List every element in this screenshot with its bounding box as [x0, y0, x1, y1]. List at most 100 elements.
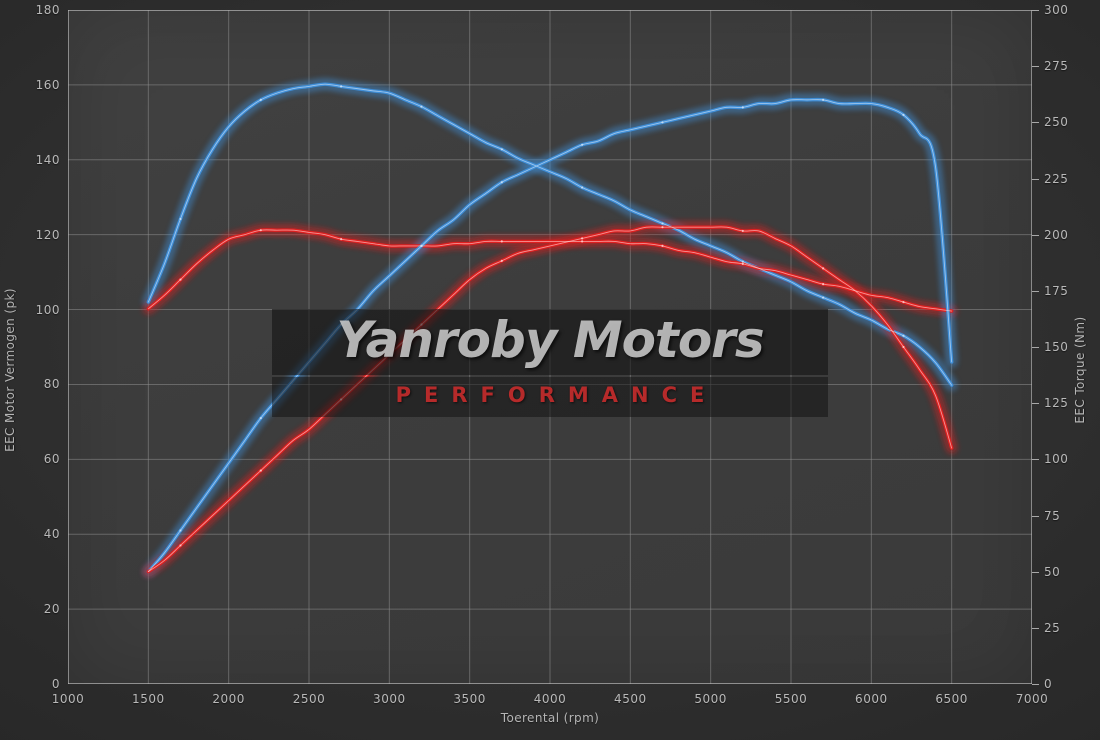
x-axis-tick: 7000 — [1015, 692, 1049, 706]
data-point — [822, 282, 825, 286]
y-axis-left-tick: 180 — [35, 3, 60, 17]
y-axis-right-tickmark — [1032, 234, 1039, 236]
data-point — [179, 278, 182, 281]
y-axis-right-tick: 75 — [1044, 508, 1061, 523]
y-axis-right-tick: 150 — [1044, 340, 1069, 354]
data-point — [420, 323, 423, 326]
data-point — [822, 296, 825, 299]
x-axis-tick: 1000 — [51, 692, 85, 706]
x-axis-title: Toerental (rpm) — [500, 711, 600, 725]
x-axis-tick: 6000 — [855, 692, 888, 706]
y-axis-right-tickmark — [1032, 290, 1039, 292]
x-axis-tick: 3000 — [373, 692, 406, 706]
y-axis-right-tickmark — [1032, 347, 1039, 348]
y-axis-right-tick: 300 — [1044, 3, 1069, 17]
y-axis-right-tick: 250 — [1044, 115, 1069, 130]
data-point — [581, 186, 584, 189]
data-point — [902, 345, 905, 349]
y-axis-right-tick: 25 — [1044, 620, 1061, 635]
y-axis-right-tick: 100 — [1044, 452, 1069, 467]
curve-0 — [146, 82, 954, 387]
data-point — [902, 113, 905, 116]
y-axis-right-tickmark — [1032, 122, 1039, 124]
y-axis-right-tickmark — [1032, 10, 1039, 11]
y-axis-right-tickmark — [1032, 571, 1039, 573]
data-point — [581, 143, 584, 146]
curve-3 — [147, 226, 953, 573]
data-point — [661, 244, 664, 247]
curve-0 — [143, 79, 957, 390]
plot-area — [68, 10, 1032, 684]
y-axis-left-tick: 0 — [51, 677, 60, 691]
data-point — [420, 244, 423, 247]
y-axis-left-tick: 20 — [43, 602, 60, 617]
data-point — [822, 98, 825, 101]
y-axis-right-tickmark — [1032, 515, 1039, 517]
y-axis-left-tick: 60 — [43, 452, 60, 467]
data-point — [741, 229, 744, 233]
curve-3 — [143, 222, 957, 577]
data-point — [259, 469, 262, 472]
data-point — [661, 121, 664, 124]
y-axis-left-tick: 140 — [35, 152, 60, 167]
y-axis-left-tick: 160 — [35, 77, 60, 92]
y-axis-right-tickmark — [1032, 459, 1039, 461]
data-point — [259, 229, 262, 232]
y-axis-right-tickmark — [1032, 66, 1039, 68]
data-point — [741, 262, 744, 265]
y-axis-right-tickmark — [1032, 627, 1039, 629]
data-point — [902, 300, 905, 304]
data-point — [581, 237, 584, 240]
data-point — [581, 240, 584, 243]
data-point — [661, 222, 664, 225]
y-axis-right-tickmark — [1032, 403, 1039, 405]
x-axis-tick: 5500 — [774, 692, 808, 706]
x-axis-tick: 4000 — [533, 692, 567, 706]
data-point — [822, 267, 825, 270]
data-point — [902, 334, 905, 337]
data-point — [500, 148, 503, 151]
data-point — [661, 226, 664, 229]
data-point — [741, 260, 744, 263]
y-axis-left-tick: 100 — [35, 302, 60, 317]
data-point — [340, 323, 343, 326]
x-axis-tick: 6500 — [935, 692, 968, 706]
data-point — [420, 105, 423, 108]
y-axis-right-tick: 200 — [1044, 227, 1069, 242]
data-point — [741, 106, 744, 109]
y-axis-right-tick: 50 — [1044, 564, 1061, 579]
curve-0 — [147, 83, 953, 386]
y-axis-left-tick: 40 — [43, 527, 60, 542]
y-axis-right-tick: 225 — [1044, 171, 1069, 186]
data-point — [179, 217, 182, 221]
curves-layer — [143, 79, 957, 577]
y-axis-right-title: EEC Torque (Nm) — [1073, 316, 1087, 424]
x-axis-tick: 5000 — [694, 692, 727, 706]
x-axis-tick: 3500 — [453, 692, 486, 706]
data-point — [500, 181, 503, 184]
data-point — [340, 238, 343, 241]
data-point — [340, 398, 343, 401]
y-axis-right-tick: 0 — [1044, 677, 1053, 691]
x-axis-tick: 2000 — [212, 692, 245, 706]
data-point — [179, 529, 182, 532]
y-axis-right-tick: 275 — [1044, 59, 1069, 74]
y-axis-left-tick: 120 — [35, 227, 60, 242]
y-axis-right-tick: 125 — [1044, 396, 1069, 411]
x-axis-tick: 1500 — [132, 692, 165, 706]
data-point — [500, 259, 503, 262]
data-point — [259, 417, 262, 420]
y-axis-left-tick: 80 — [43, 377, 60, 392]
curve-1 — [147, 229, 953, 312]
y-axis-right-tickmark — [1032, 178, 1039, 180]
y-axis-left-title: EEC Motor Vermogen (pk) — [3, 288, 17, 452]
x-axis-tick: 4500 — [614, 692, 647, 706]
data-point — [340, 85, 343, 88]
data-point — [259, 98, 262, 101]
y-axis-right-tick: 175 — [1044, 283, 1069, 298]
x-axis-tick: 2500 — [292, 692, 326, 706]
data-point — [179, 544, 182, 547]
data-point — [500, 240, 503, 243]
y-axis-right-tickmark — [1032, 684, 1039, 685]
